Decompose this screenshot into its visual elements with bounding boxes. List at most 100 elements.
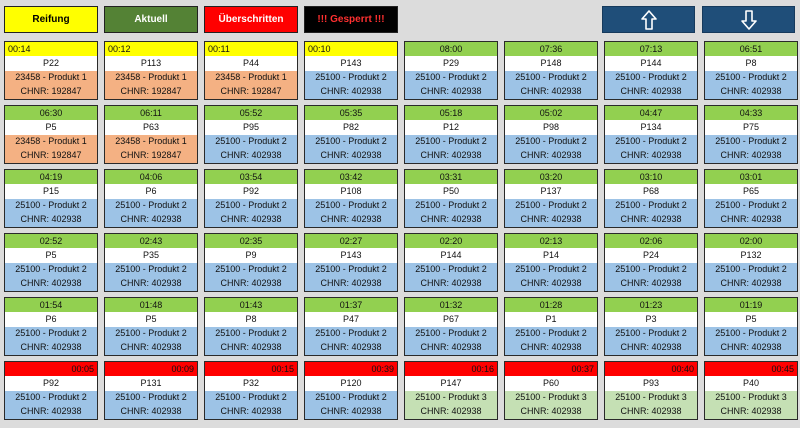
time-label: 00:11 <box>205 42 297 57</box>
lot-card[interactable]: 01:28 P1 25100 - Produkt 2 CHNR: 402938 <box>504 297 598 356</box>
lot-card[interactable]: 07:13 P144 25100 - Produkt 2 CHNR: 402938 <box>604 41 698 100</box>
lot-card[interactable]: 05:18 P12 25100 - Produkt 2 CHNR: 402938 <box>404 105 498 164</box>
product-label: 23458 - Produkt 1 <box>105 134 197 149</box>
lot-card[interactable]: 04:06 P6 25100 - Produkt 2 CHNR: 402938 <box>104 169 198 228</box>
legend-gesperrt-label: !!! Gesperrt !!! <box>317 14 385 25</box>
time-label: 02:20 <box>405 234 497 249</box>
lot-card[interactable]: 02:52 P5 25100 - Produkt 2 CHNR: 402938 <box>4 233 98 292</box>
lot-card[interactable]: 06:30 P5 23458 - Produkt 1 CHNR: 192847 <box>4 105 98 164</box>
legend-ueberschritten[interactable]: Überschritten <box>204 6 298 33</box>
place-label: P32 <box>205 376 297 391</box>
chnr-label: CHNR: 402938 <box>305 212 397 227</box>
lot-card[interactable]: 00:05 P92 25100 - Produkt 2 CHNR: 402938 <box>4 361 98 420</box>
scroll-up-button[interactable] <box>602 6 695 33</box>
lot-card[interactable]: 01:37 P47 25100 - Produkt 2 CHNR: 402938 <box>304 297 398 356</box>
chnr-label: CHNR: 402938 <box>605 84 697 99</box>
lot-card[interactable]: 03:31 P50 25100 - Produkt 2 CHNR: 402938 <box>404 169 498 228</box>
lot-card[interactable]: 02:00 P132 25100 - Produkt 2 CHNR: 402938 <box>704 233 798 292</box>
time-label: 02:06 <box>605 234 697 249</box>
place-label: P120 <box>305 376 397 391</box>
lot-card[interactable]: 00:09 P131 25100 - Produkt 2 CHNR: 402938 <box>104 361 198 420</box>
product-label: 25100 - Produkt 2 <box>305 326 397 341</box>
lot-card[interactable]: 00:15 P32 25100 - Produkt 2 CHNR: 402938 <box>204 361 298 420</box>
product-label: 25100 - Produkt 3 <box>605 390 697 405</box>
chnr-label: CHNR: 402938 <box>205 148 297 163</box>
time-label: 01:37 <box>305 298 397 313</box>
lot-card[interactable]: 00:40 P93 25100 - Produkt 3 CHNR: 402938 <box>604 361 698 420</box>
time-label: 03:10 <box>605 170 697 185</box>
lot-card[interactable]: 00:39 P120 25100 - Produkt 2 CHNR: 402938 <box>304 361 398 420</box>
legend-reifung[interactable]: Reifung <box>4 6 98 33</box>
scroll-down-button[interactable] <box>702 6 795 33</box>
lot-card[interactable]: 00:16 P147 25100 - Produkt 3 CHNR: 402938 <box>404 361 498 420</box>
lot-card[interactable]: 01:43 P8 25100 - Produkt 2 CHNR: 402938 <box>204 297 298 356</box>
time-label: 01:43 <box>205 298 297 313</box>
time-label: 06:51 <box>705 42 797 57</box>
lot-card[interactable]: 03:10 P68 25100 - Produkt 2 CHNR: 402938 <box>604 169 698 228</box>
lot-card[interactable]: 00:12 P113 23458 - Produkt 1 CHNR: 192847 <box>104 41 198 100</box>
time-label: 00:16 <box>405 362 497 377</box>
lot-card[interactable]: 02:06 P24 25100 - Produkt 2 CHNR: 402938 <box>604 233 698 292</box>
place-label: P5 <box>5 120 97 135</box>
product-label: 25100 - Produkt 3 <box>405 390 497 405</box>
lot-card[interactable]: 07:36 P148 25100 - Produkt 2 CHNR: 402938 <box>504 41 598 100</box>
lot-card[interactable]: 04:19 P15 25100 - Produkt 2 CHNR: 402938 <box>4 169 98 228</box>
lot-card[interactable]: 03:54 P92 25100 - Produkt 2 CHNR: 402938 <box>204 169 298 228</box>
lot-card[interactable]: 01:23 P3 25100 - Produkt 2 CHNR: 402938 <box>604 297 698 356</box>
lot-card[interactable]: 02:27 P143 25100 - Produkt 2 CHNR: 402938 <box>304 233 398 292</box>
place-label: P131 <box>105 376 197 391</box>
time-label: 03:01 <box>705 170 797 185</box>
product-label: 25100 - Produkt 2 <box>105 326 197 341</box>
time-label: 06:30 <box>5 106 97 121</box>
lot-card[interactable]: 01:48 P5 25100 - Produkt 2 CHNR: 402938 <box>104 297 198 356</box>
lot-card[interactable]: 02:20 P144 25100 - Produkt 2 CHNR: 402938 <box>404 233 498 292</box>
lot-card[interactable]: 06:51 P8 25100 - Produkt 2 CHNR: 402938 <box>704 41 798 100</box>
time-label: 04:06 <box>105 170 197 185</box>
lot-card[interactable]: 05:02 P98 25100 - Produkt 2 CHNR: 402938 <box>504 105 598 164</box>
legend-gesperrt[interactable]: !!! Gesperrt !!! <box>304 6 398 33</box>
chnr-label: CHNR: 402938 <box>205 276 297 291</box>
chnr-label: CHNR: 402938 <box>605 148 697 163</box>
place-label: P50 <box>405 184 497 199</box>
lot-card[interactable]: 00:37 P60 25100 - Produkt 3 CHNR: 402938 <box>504 361 598 420</box>
time-label: 08:00 <box>405 42 497 57</box>
lot-card[interactable]: 00:14 P22 23458 - Produkt 1 CHNR: 192847 <box>4 41 98 100</box>
lot-card[interactable]: 05:52 P95 25100 - Produkt 2 CHNR: 402938 <box>204 105 298 164</box>
legend-aktuell[interactable]: Aktuell <box>104 6 198 33</box>
chnr-label: CHNR: 192847 <box>5 84 97 99</box>
chnr-label: CHNR: 402938 <box>505 276 597 291</box>
lot-card[interactable]: 03:01 P65 25100 - Produkt 2 CHNR: 402938 <box>704 169 798 228</box>
place-label: P8 <box>205 312 297 327</box>
time-label: 02:00 <box>705 234 797 249</box>
place-label: P47 <box>305 312 397 327</box>
lot-card[interactable]: 00:45 P40 25100 - Produkt 3 CHNR: 402938 <box>704 361 798 420</box>
lot-card[interactable]: 03:20 P137 25100 - Produkt 2 CHNR: 402938 <box>504 169 598 228</box>
product-label: 25100 - Produkt 2 <box>5 390 97 405</box>
lot-card[interactable]: 05:35 P82 25100 - Produkt 2 CHNR: 402938 <box>304 105 398 164</box>
lot-card[interactable]: 00:10 P143 25100 - Produkt 2 CHNR: 402938 <box>304 41 398 100</box>
place-label: P15 <box>5 184 97 199</box>
place-label: P132 <box>705 248 797 263</box>
product-label: 25100 - Produkt 2 <box>505 198 597 213</box>
lot-card[interactable]: 02:13 P14 25100 - Produkt 2 CHNR: 402938 <box>504 233 598 292</box>
chnr-label: CHNR: 402938 <box>305 340 397 355</box>
lot-card[interactable]: 01:54 P6 25100 - Produkt 2 CHNR: 402938 <box>4 297 98 356</box>
lot-card[interactable]: 08:00 P29 25100 - Produkt 2 CHNR: 402938 <box>404 41 498 100</box>
lot-card[interactable]: 00:11 P44 23458 - Produkt 1 CHNR: 192847 <box>204 41 298 100</box>
lot-card[interactable]: 01:32 P67 25100 - Produkt 2 CHNR: 402938 <box>404 297 498 356</box>
lot-card[interactable]: 04:47 P134 25100 - Produkt 2 CHNR: 402938 <box>604 105 698 164</box>
product-label: 25100 - Produkt 2 <box>105 198 197 213</box>
lot-card[interactable]: 03:42 P108 25100 - Produkt 2 CHNR: 402938 <box>304 169 398 228</box>
lot-card[interactable]: 02:35 P9 25100 - Produkt 2 CHNR: 402938 <box>204 233 298 292</box>
place-label: P1 <box>505 312 597 327</box>
place-label: P60 <box>505 376 597 391</box>
chnr-label: CHNR: 402938 <box>5 404 97 419</box>
product-label: 25100 - Produkt 2 <box>305 70 397 85</box>
lot-card[interactable]: 02:43 P35 25100 - Produkt 2 CHNR: 402938 <box>104 233 198 292</box>
lot-card[interactable]: 01:19 P5 25100 - Produkt 2 CHNR: 402938 <box>704 297 798 356</box>
lot-card[interactable]: 04:33 P75 25100 - Produkt 2 CHNR: 402938 <box>704 105 798 164</box>
product-label: 25100 - Produkt 2 <box>605 326 697 341</box>
product-label: 25100 - Produkt 2 <box>5 198 97 213</box>
place-label: P12 <box>405 120 497 135</box>
lot-card[interactable]: 06:11 P63 23458 - Produkt 1 CHNR: 192847 <box>104 105 198 164</box>
